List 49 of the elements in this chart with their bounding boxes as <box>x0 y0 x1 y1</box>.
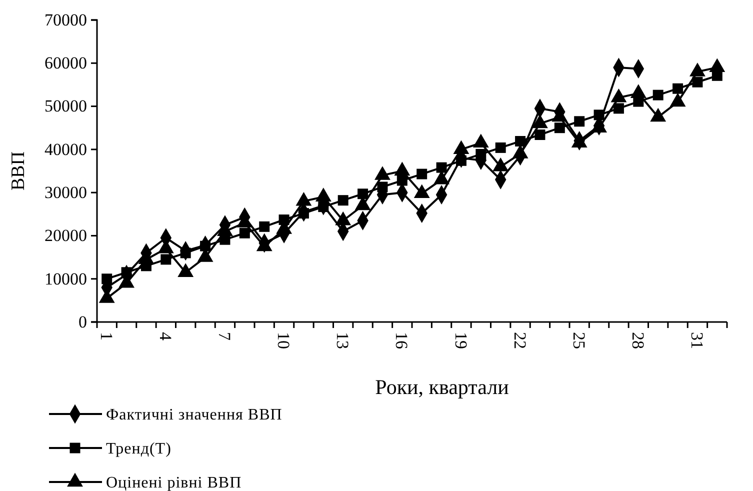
point <box>495 142 506 153</box>
y-tick-label: 70000 <box>44 10 87 30</box>
point <box>180 248 191 258</box>
point <box>358 188 368 200</box>
point <box>672 83 684 94</box>
legend-label: Фактичні значення ВВП <box>106 406 282 424</box>
y-tick-label: 0 <box>78 312 87 332</box>
point <box>692 76 703 88</box>
x-tick-label: 25 <box>569 332 588 349</box>
point <box>338 195 348 206</box>
point <box>318 202 329 212</box>
y-tick-label: 10000 <box>44 269 87 288</box>
x-tick-label: 13 <box>333 332 352 349</box>
point <box>554 122 565 134</box>
y-tick-label: 50000 <box>44 96 87 116</box>
legend-label: Оцінені рівні ВВП <box>106 474 242 491</box>
point <box>515 136 526 146</box>
point <box>416 168 428 180</box>
point <box>534 130 546 140</box>
point <box>259 221 270 232</box>
x-tick-label: 28 <box>628 332 648 349</box>
y-axis-title: ВВП <box>8 151 29 191</box>
point <box>102 274 112 284</box>
point <box>652 90 664 100</box>
x-tick-label: 7 <box>215 332 234 341</box>
x-tick-label: 4 <box>156 332 175 341</box>
x-tick-label: 22 <box>510 332 530 349</box>
y-tick-label: 30000 <box>44 183 87 202</box>
point <box>594 110 604 120</box>
y-tick-label: 60000 <box>44 54 87 73</box>
point <box>239 228 250 238</box>
x-tick-label: 16 <box>392 332 412 349</box>
x-axis-title: Роки, квартали <box>375 375 509 399</box>
point <box>396 175 408 186</box>
point <box>574 116 585 127</box>
point <box>377 182 388 192</box>
point <box>298 208 309 219</box>
point <box>436 162 447 173</box>
point <box>456 155 466 166</box>
point <box>160 254 172 265</box>
x-tick-label: 19 <box>451 332 470 349</box>
x-tick-label: 10 <box>274 332 294 349</box>
legend-label: Тренд(Т) <box>106 440 172 458</box>
y-tick-label: 40000 <box>44 140 87 159</box>
point <box>476 148 486 160</box>
x-tick-label: 1 <box>96 332 116 340</box>
x-tick-label: 31 <box>688 332 707 349</box>
point <box>613 103 624 114</box>
y-tick-label: 20000 <box>44 226 87 246</box>
